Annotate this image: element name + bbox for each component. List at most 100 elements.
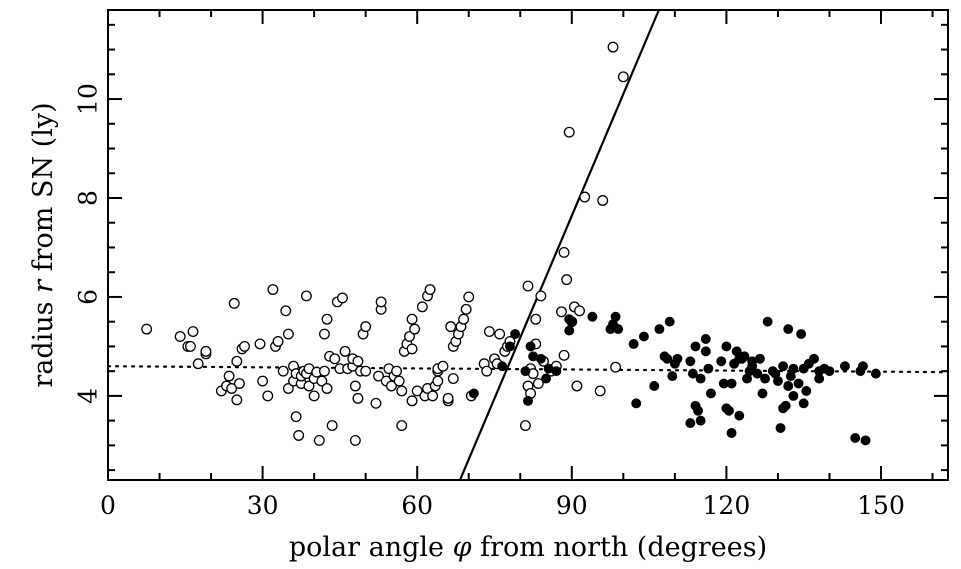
open-point (349, 380, 361, 392)
open-point (535, 290, 547, 302)
filled-point (523, 395, 533, 406)
open-point (300, 290, 312, 302)
filled-point (468, 388, 479, 399)
open-point (558, 246, 570, 258)
open-point (463, 291, 475, 303)
open-point (522, 280, 534, 292)
open-point (187, 326, 199, 338)
filled-point (775, 423, 786, 434)
filled-point (798, 398, 809, 409)
open-point (282, 328, 294, 340)
open-point (445, 321, 457, 333)
x-tick-label: 0 (100, 491, 116, 520)
open-point (460, 303, 472, 315)
open-point (571, 380, 583, 392)
open-point (561, 274, 573, 286)
filled-point (654, 324, 665, 335)
filled-point (700, 334, 711, 344)
open-point (239, 340, 251, 352)
filled-point (520, 366, 531, 377)
x-tick-label: 150 (857, 491, 905, 520)
filled-point (564, 325, 575, 336)
tick-labels: 0 30 60 90 120 150 4 6 8 10 (74, 83, 905, 520)
filled-point (541, 373, 551, 384)
filled-point (693, 405, 704, 416)
filled-point (760, 373, 771, 384)
filled-point (497, 361, 508, 372)
open-point (594, 385, 606, 397)
open-point (373, 370, 385, 382)
open-point (406, 395, 418, 407)
filled-point (551, 366, 562, 377)
open-point (282, 383, 294, 394)
open-point (185, 340, 196, 352)
open-point (424, 284, 436, 295)
filled-point (860, 435, 871, 446)
filled-point (639, 331, 649, 342)
open-point (352, 355, 364, 367)
filled-point (685, 356, 696, 367)
data-points (141, 41, 881, 446)
open-point (223, 370, 235, 382)
filled-point (667, 371, 678, 382)
y-axis-label: radius r from SN (ly) (28, 102, 59, 387)
open-point (318, 328, 330, 340)
open-point (393, 375, 405, 387)
filled-point (610, 311, 621, 322)
y-tick-label: 4 (74, 388, 103, 404)
open-point (391, 365, 403, 377)
filled-point (793, 378, 804, 389)
filled-point (703, 363, 714, 374)
open-point (290, 411, 302, 423)
open-point (574, 305, 585, 317)
open-point (404, 331, 415, 342)
filled-point (566, 316, 577, 327)
filled-point (505, 341, 515, 352)
filled-point (724, 405, 734, 416)
filled-point (850, 432, 861, 443)
open-point (254, 338, 266, 350)
filled-point (783, 381, 794, 391)
open-point (396, 420, 408, 432)
open-point (228, 297, 240, 309)
open-point (313, 434, 325, 446)
open-point (308, 390, 320, 402)
open-point (280, 305, 292, 317)
filled-point (726, 428, 737, 438)
filled-point (587, 311, 598, 322)
filled-point (734, 410, 745, 421)
open-point (556, 306, 567, 318)
axis-ticks (107, 10, 948, 480)
open-point (494, 328, 506, 340)
open-point (192, 358, 204, 370)
filled-point (721, 341, 732, 352)
filled-point (780, 400, 791, 411)
filled-point (705, 388, 716, 399)
open-point (406, 313, 418, 325)
filled-point (649, 381, 660, 391)
y-tick-label: 10 (74, 83, 103, 115)
filled-point (783, 324, 794, 335)
open-point (352, 392, 364, 404)
open-point (318, 365, 330, 377)
open-point (141, 323, 153, 335)
fit-line (458, 10, 660, 480)
open-point (326, 420, 338, 432)
filled-point (700, 346, 711, 357)
filled-point (695, 373, 706, 384)
open-point (610, 361, 622, 373)
filled-point (535, 353, 546, 364)
open-point (267, 284, 279, 295)
filled-point (662, 353, 673, 364)
open-point (411, 385, 423, 397)
x-tick-label: 120 (703, 491, 751, 520)
filled-point (788, 363, 799, 374)
open-point (385, 380, 397, 392)
filled-point (772, 376, 783, 387)
filled-point (613, 324, 624, 335)
open-point (579, 191, 591, 203)
open-point (174, 331, 186, 342)
filled-point (739, 351, 750, 362)
open-point (416, 301, 428, 313)
